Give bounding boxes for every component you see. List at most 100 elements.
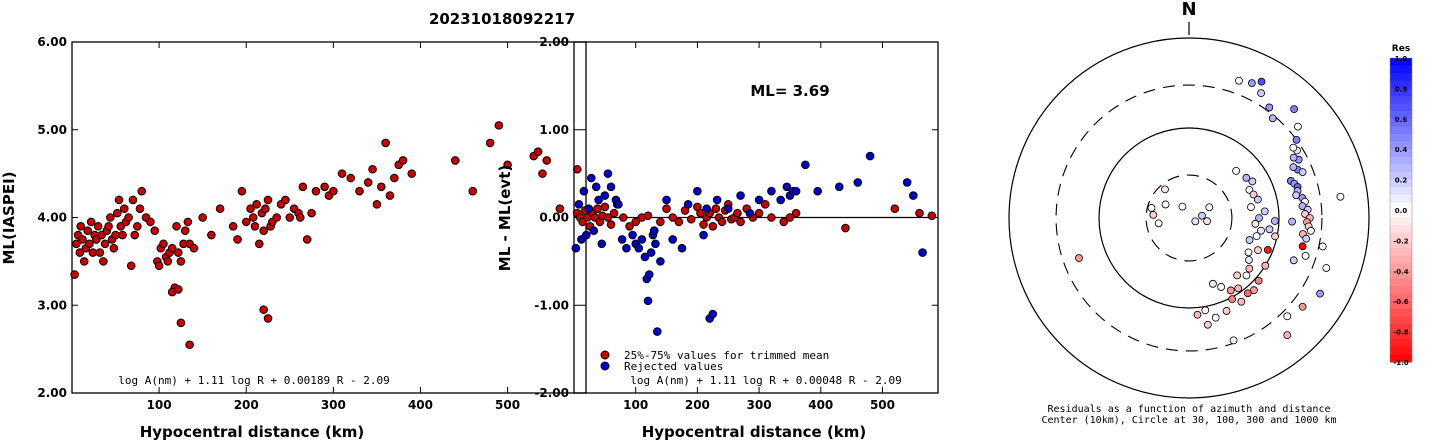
colorbar-segment xyxy=(1390,194,1412,203)
colorbar-segment xyxy=(1390,118,1412,127)
middle-xtick-label: 500 xyxy=(870,398,895,412)
polar-data-point xyxy=(1302,234,1311,243)
colorbar-title: Res xyxy=(1392,44,1410,54)
middle-data-point xyxy=(696,208,705,218)
polar-data-point xyxy=(1243,289,1252,298)
polar-data-point xyxy=(1257,77,1266,86)
left-data-point xyxy=(346,173,356,183)
middle-ytick-label: 1.00 xyxy=(539,123,569,137)
left-data-point xyxy=(233,235,242,244)
middle-data-point xyxy=(865,151,875,161)
left-data-point xyxy=(154,261,164,271)
polar-data-point xyxy=(1294,122,1302,131)
left-data-point xyxy=(263,195,273,205)
left-data-point xyxy=(72,239,81,249)
left-data-point xyxy=(252,200,261,209)
left-data-point xyxy=(468,186,478,196)
middle-data-point xyxy=(745,208,755,218)
middle-data-point xyxy=(606,220,616,229)
colorbar-segment xyxy=(1390,270,1412,279)
polar-data-point xyxy=(1250,286,1258,295)
middle-data-point xyxy=(622,243,631,253)
middle-data-point xyxy=(614,200,623,209)
middle-data-point xyxy=(791,208,801,218)
middle-data-point xyxy=(656,257,665,266)
left-xtick-label: 500 xyxy=(495,398,520,412)
colorbar-segment xyxy=(1390,225,1412,234)
middle-data-point xyxy=(589,226,599,235)
polar-data-point xyxy=(1289,163,1298,172)
colorbar-segment xyxy=(1390,240,1412,249)
middle-data-point xyxy=(668,213,678,222)
middle-xtick-label: 200 xyxy=(685,398,710,412)
middle-data-point xyxy=(841,223,850,233)
middle-data-point xyxy=(594,195,603,205)
polar-data-point xyxy=(1245,236,1254,244)
polar-data-point xyxy=(1201,306,1210,315)
left-data-point xyxy=(79,257,89,266)
middle-data-point xyxy=(754,208,764,218)
middle-data-point xyxy=(767,186,776,196)
left-data-point xyxy=(76,221,86,231)
middle-data-point xyxy=(767,213,776,222)
polar-data-point xyxy=(1233,271,1242,280)
left-data-point xyxy=(93,221,103,231)
colorbar-segment xyxy=(1390,172,1412,181)
colorbar: Res 1.0 0.8 0.6 0.4 0.2 0.0 -0.2 -0.4 -0.6 -0.8 -1… xyxy=(1389,44,1413,367)
left-data-point xyxy=(189,243,199,253)
middle-data-point xyxy=(628,230,637,240)
left-data-point xyxy=(146,217,155,227)
left-data-point xyxy=(100,239,110,249)
middle-data-point xyxy=(571,243,581,253)
middle-data-point xyxy=(597,239,607,249)
polar-data-point xyxy=(1178,202,1187,211)
left-data-point xyxy=(70,270,79,279)
left-data-point xyxy=(124,213,133,222)
colorbar-tick-label: -0.8 xyxy=(1393,329,1408,337)
middle-data-point xyxy=(918,248,927,257)
colorbar-segment xyxy=(1390,331,1412,340)
left-data-point xyxy=(83,226,92,235)
middle-data-point xyxy=(644,270,654,279)
polar-data-point xyxy=(1248,177,1257,186)
colorbar-tick-label: -0.2 xyxy=(1393,237,1408,245)
left-data-point xyxy=(311,186,321,196)
north-label: N xyxy=(1181,0,1196,20)
middle-data-point xyxy=(643,296,653,306)
colorbar-tick-label: 0.2 xyxy=(1395,177,1408,185)
colorbar-tick-label: 0.4 xyxy=(1395,146,1408,154)
left-data-point xyxy=(407,169,417,178)
polar-data-point xyxy=(1318,242,1327,251)
colorbar-tick-label: 1.0 xyxy=(1395,55,1408,63)
left-data-point xyxy=(372,200,382,209)
middle-data-point xyxy=(699,230,708,240)
middle-plot: ML - ML(evt) Hypocentral distance (km) M… xyxy=(496,35,939,441)
polar-data-point xyxy=(1289,256,1298,265)
left-xtick-label: 200 xyxy=(234,398,259,412)
left-data-point xyxy=(137,186,146,196)
left-ytick-label: 4.00 xyxy=(37,211,67,225)
middle-data-point xyxy=(782,182,792,192)
polar-data-point xyxy=(1301,251,1310,260)
middle-data-point xyxy=(754,195,764,205)
left-data-point xyxy=(173,285,183,294)
polar-data-point xyxy=(1298,302,1307,311)
middle-data-point xyxy=(582,230,591,240)
left-data-point xyxy=(355,186,364,196)
left-data-point xyxy=(555,204,565,214)
middle-data-point xyxy=(902,178,912,187)
left-ytick-label: 6.00 xyxy=(37,35,67,49)
left-data-point xyxy=(228,221,238,231)
left-data-point xyxy=(150,226,160,235)
polar-data-point xyxy=(1203,217,1211,226)
middle-data-point xyxy=(890,204,900,214)
polar-data-point xyxy=(1254,276,1263,285)
colorbar-segment xyxy=(1390,126,1412,135)
colorbar-segment xyxy=(1390,179,1412,188)
colorbar-segment xyxy=(1390,232,1412,241)
left-data-point xyxy=(163,257,173,266)
middle-data-point xyxy=(625,221,634,231)
polar-data-point xyxy=(1237,297,1246,306)
colorbar-tick-label: 0.8 xyxy=(1395,85,1408,93)
left-ylabel: ML(IASPEI) xyxy=(0,171,18,264)
